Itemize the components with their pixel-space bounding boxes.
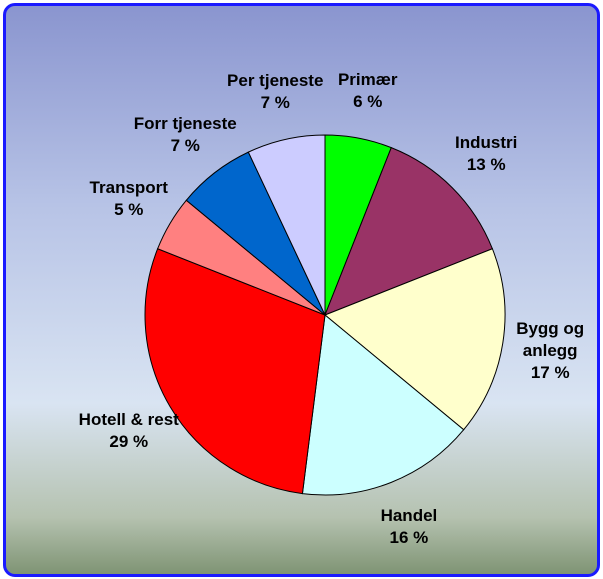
slice-label: Primær 6 %: [313, 69, 423, 113]
slice-value: 7 %: [260, 93, 290, 113]
slice-value: 29 %: [109, 432, 149, 452]
pie-slice: [324, 146, 494, 316]
slice-name: Handel: [380, 505, 438, 525]
slice-name: Hotell & rest: [78, 410, 179, 430]
slice-label: Handel 16 %: [354, 505, 464, 549]
slice-name: Transport: [89, 177, 168, 197]
slice-name: Primær: [337, 70, 398, 90]
slice-name: Industri: [455, 132, 518, 152]
slice-name: Per tjeneste: [227, 71, 324, 91]
pie-slice: [144, 248, 326, 495]
slice-name: Forr tjeneste: [133, 113, 237, 133]
slice-value: 16 %: [389, 527, 429, 547]
slice-label: Hotell & rest 29 %: [74, 409, 184, 453]
slice-name: Bygg og anlegg: [516, 318, 585, 360]
slice-value: 5 %: [114, 199, 144, 219]
slice-label: Industri 13 %: [431, 132, 541, 176]
slice-value: 6 %: [353, 92, 383, 112]
pie-slice: [324, 248, 506, 431]
slice-value: 7 %: [170, 135, 200, 155]
pie-slice: [301, 314, 465, 496]
slice-value: 17 %: [530, 362, 570, 382]
slice-label: Per tjeneste 7 %: [220, 70, 330, 114]
pie-slice: [247, 134, 326, 316]
slice-value: 13 %: [466, 154, 506, 174]
slice-label: Transport 5 %: [74, 177, 184, 221]
slice-label: Forr tjeneste 7 %: [130, 113, 240, 157]
slice-label: Bygg og anlegg 17 %: [495, 318, 603, 384]
